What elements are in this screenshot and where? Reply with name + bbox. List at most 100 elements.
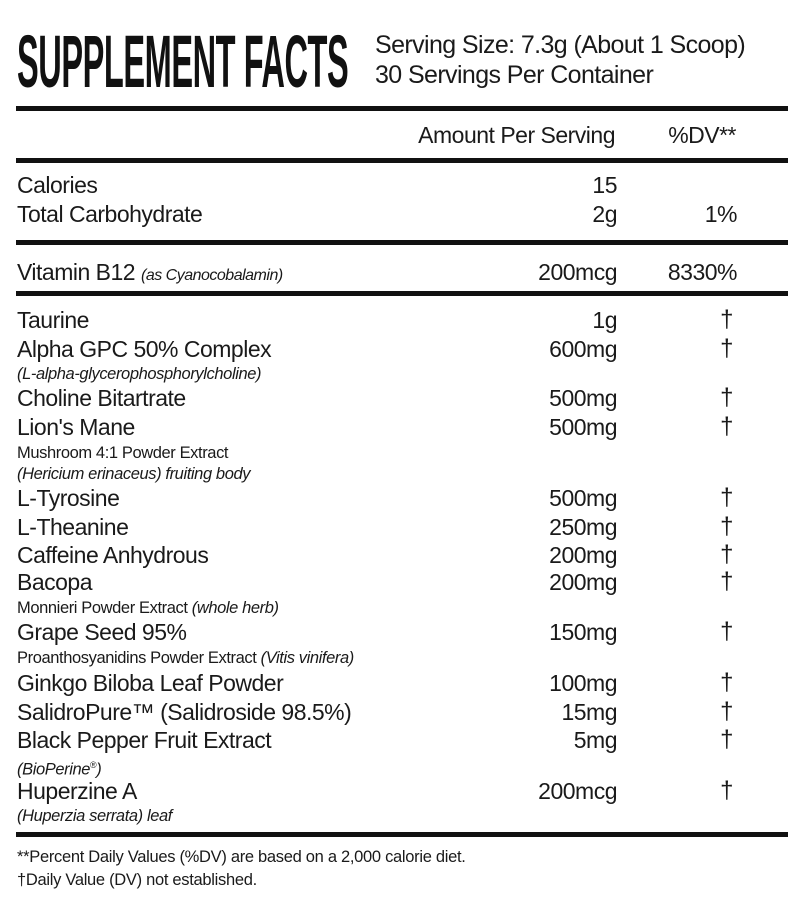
ingredient-name: SalidroPure™ (Salidroside 98.5%) xyxy=(17,699,352,725)
ingredient-name-text: L-Theanine xyxy=(17,514,129,540)
facts-row: Taurine 1g † xyxy=(17,306,737,334)
amount-value: 500mg xyxy=(549,385,617,411)
amount-value: 200mg xyxy=(549,569,617,595)
description-segment: ® xyxy=(90,760,97,770)
description-segment: (L-alpha-glycerophosphorylcholine) xyxy=(17,365,262,383)
ingredient-name-text: Vitamin B12 xyxy=(17,259,136,285)
ingredient-name-text: Lion's Mane xyxy=(17,414,135,440)
ingredient-name-text: Calories xyxy=(17,172,98,198)
dagger-mark: † xyxy=(720,777,733,804)
description-segment: fruiting body xyxy=(161,465,251,483)
divider xyxy=(16,158,788,163)
facts-row: Black Pepper Fruit Extract 5mg † xyxy=(17,726,737,754)
dagger-mark: † xyxy=(720,669,733,696)
amount-value: 500mg xyxy=(549,414,617,440)
ingredient-description: Mushroom 4:1 Powder Extract xyxy=(17,443,229,463)
amount-value: 2g xyxy=(592,201,617,227)
ingredient-name-text: Huperzine A xyxy=(17,778,137,804)
divider xyxy=(16,291,788,296)
amount-value: 200mg xyxy=(549,542,617,568)
ingredient-description: (BioPerine®) xyxy=(17,755,102,780)
dagger-mark: † xyxy=(720,698,733,725)
description-segment: (Huperzia serrata) leaf xyxy=(17,807,172,825)
description-segment: (whole herb) xyxy=(191,599,279,617)
amount-value: 500mg xyxy=(549,485,617,511)
ingredient-description: Monnieri Powder Extract (whole herb) xyxy=(17,598,279,618)
facts-row: Vitamin B12 (as Cyanocobalamin) 200mcg 833… xyxy=(17,259,738,285)
ingredient-name: L-Tyrosine xyxy=(17,485,120,511)
servings-per-container: 30 Servings Per Container xyxy=(375,61,654,89)
dagger-mark: † xyxy=(720,484,733,511)
dagger-mark: † xyxy=(720,541,733,568)
amount-value: 200mcg xyxy=(538,778,617,804)
daily-value: 8330% xyxy=(667,259,738,285)
description-segment: (Vitis vinifera) xyxy=(260,649,355,667)
divider xyxy=(16,240,788,245)
ingredient-description: (L-alpha-glycerophosphorylcholine) xyxy=(17,364,262,384)
amount-value: 15mg xyxy=(561,699,617,725)
ingredient-name: Huperzine A xyxy=(17,778,137,804)
ingredient-description: (Huperzia serrata) leaf xyxy=(17,806,172,826)
ingredient-name: Caffeine Anhydrous xyxy=(17,542,209,568)
ingredient-name: Grape Seed 95% xyxy=(17,619,187,645)
ingredient-name-text: Total Carbohydrate xyxy=(17,201,203,227)
dagger-mark: † xyxy=(720,306,733,333)
amount-value: 15 xyxy=(592,172,617,198)
facts-row: Grape Seed 95% 150mg † xyxy=(17,618,737,646)
daily-value: 1% xyxy=(704,201,738,227)
ingredient-name-text: Grape Seed 95% xyxy=(17,619,187,645)
description-segment: ) xyxy=(96,760,102,779)
amount-value: 100mg xyxy=(549,670,617,696)
ingredient-name-text: Choline Bitartrate xyxy=(17,385,186,411)
description-segment: Mushroom 4:1 Powder Extract xyxy=(17,444,229,462)
facts-row: Ginkgo Biloba Leaf Powder 100mg † xyxy=(17,669,737,697)
ingredient-name-text: Alpha GPC 50% Complex xyxy=(17,336,272,362)
amount-column-header: Amount Per Serving xyxy=(418,122,615,148)
ingredient-name: Choline Bitartrate xyxy=(17,385,186,411)
description-segment: (BioPerine xyxy=(17,760,91,779)
facts-row: Lion's Mane 500mg † xyxy=(17,413,737,441)
page-title: SUPPLEMENT FACTS xyxy=(17,20,349,103)
description-segment: Monnieri Powder Extract xyxy=(17,599,192,617)
description-segment: Proanthosyanidins Powder Extract xyxy=(17,649,261,667)
facts-row: Total Carbohydrate 2g 1% xyxy=(17,201,738,227)
ingredient-name: Ginkgo Biloba Leaf Powder xyxy=(17,670,284,696)
dagger-mark: † xyxy=(720,384,733,411)
dagger-mark: † xyxy=(720,618,733,645)
ingredient-name: Alpha GPC 50% Complex xyxy=(17,336,272,362)
facts-row: Caffeine Anhydrous 200mg † xyxy=(17,541,737,569)
ingredient-name: Calories xyxy=(17,172,98,198)
dagger-mark: † xyxy=(720,335,733,362)
description-segment: (Hericium erinaceus) xyxy=(17,465,162,483)
serving-size: Serving Size: 7.3g (About 1 Scoop) xyxy=(375,31,746,59)
divider xyxy=(16,832,788,837)
facts-row: Calories 15 xyxy=(17,172,737,198)
ingredient-name-text: Ginkgo Biloba Leaf Powder xyxy=(17,670,284,696)
ingredient-name: Total Carbohydrate xyxy=(17,201,203,227)
dagger-mark: † xyxy=(720,726,733,753)
divider xyxy=(16,106,788,111)
ingredient-name: Lion's Mane xyxy=(17,414,135,440)
ingredient-description: (Hericium erinaceus) fruiting body xyxy=(17,464,250,484)
facts-row: L-Theanine 250mg † xyxy=(17,514,737,541)
ingredient-name: Taurine xyxy=(17,307,89,333)
dv-column-header: %DV** xyxy=(668,122,736,148)
footnote-dv: **Percent Daily Values (%DV) are based o… xyxy=(17,848,466,866)
ingredient-name: Bacopa xyxy=(17,569,93,595)
ingredient-name-text: Black Pepper Fruit Extract xyxy=(17,727,272,753)
footnote-dagger: †Daily Value (DV) not established. xyxy=(17,871,257,889)
ingredient-description: Proanthosyanidins Powder Extract (Vitis … xyxy=(17,648,354,668)
facts-row: Huperzine A 200mcg † xyxy=(17,777,737,805)
ingredient-name-text: Taurine xyxy=(17,307,89,333)
facts-row: Bacopa 200mg † xyxy=(17,568,737,596)
ingredient-name: L-Theanine xyxy=(17,514,129,540)
amount-value: 5mg xyxy=(573,727,618,753)
facts-row: L-Tyrosine 500mg † xyxy=(17,484,737,512)
amount-value: 150mg xyxy=(549,619,617,645)
facts-row: Choline Bitartrate 500mg † xyxy=(17,384,737,412)
ingredient-name: Vitamin B12 (as Cyanocobalamin) xyxy=(17,259,283,289)
dagger-mark: † xyxy=(720,568,733,595)
dagger-mark: † xyxy=(720,413,733,440)
amount-value: 250mg xyxy=(549,514,617,540)
ingredient-name-text: Caffeine Anhydrous xyxy=(17,542,209,568)
